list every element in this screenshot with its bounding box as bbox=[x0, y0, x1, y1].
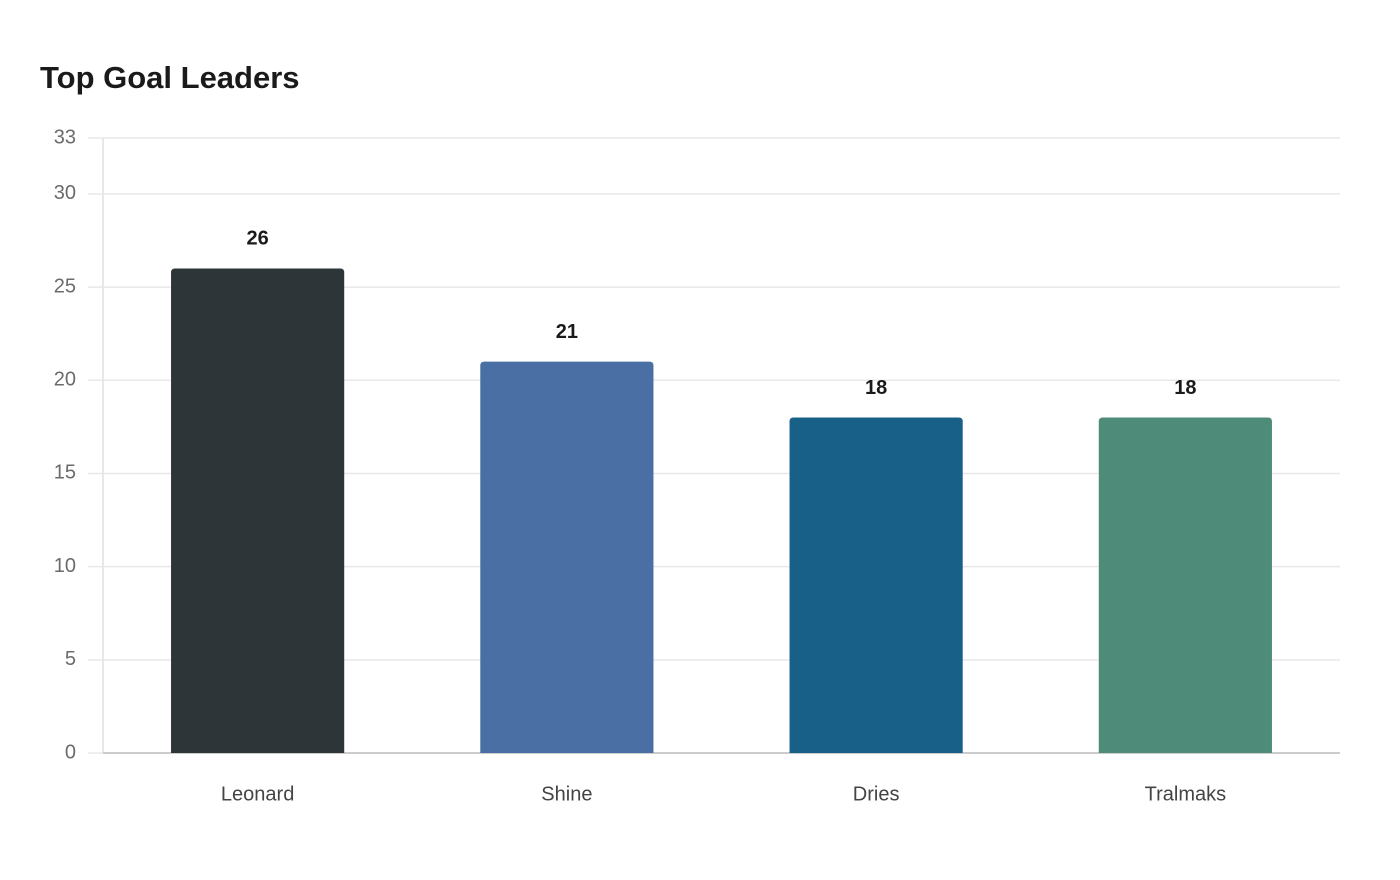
x-tick-label: Leonard bbox=[221, 783, 294, 805]
y-tick-label: 20 bbox=[54, 369, 76, 391]
y-tick-label: 5 bbox=[65, 648, 76, 670]
bar bbox=[480, 361, 654, 753]
value-label: 26 bbox=[247, 228, 269, 250]
value-label: 18 bbox=[865, 377, 887, 399]
value-label: 18 bbox=[1174, 377, 1196, 399]
value-label: 21 bbox=[556, 321, 578, 343]
y-tick-label: 30 bbox=[54, 182, 76, 204]
bar bbox=[1098, 417, 1272, 753]
chart-title: Top Goal Leaders bbox=[40, 60, 300, 95]
y-tick-label: 15 bbox=[54, 462, 76, 484]
y-tick-label: 0 bbox=[65, 741, 76, 763]
bar bbox=[789, 417, 963, 753]
x-tick-label: Shine bbox=[541, 783, 592, 805]
y-tick-label: 33 bbox=[54, 126, 76, 148]
y-tick-label: 25 bbox=[54, 275, 76, 297]
x-tick-label: Dries bbox=[853, 783, 900, 805]
y-tick-label: 10 bbox=[54, 555, 76, 577]
x-tick-label: Tralmaks bbox=[1145, 783, 1226, 805]
bar bbox=[171, 268, 345, 753]
